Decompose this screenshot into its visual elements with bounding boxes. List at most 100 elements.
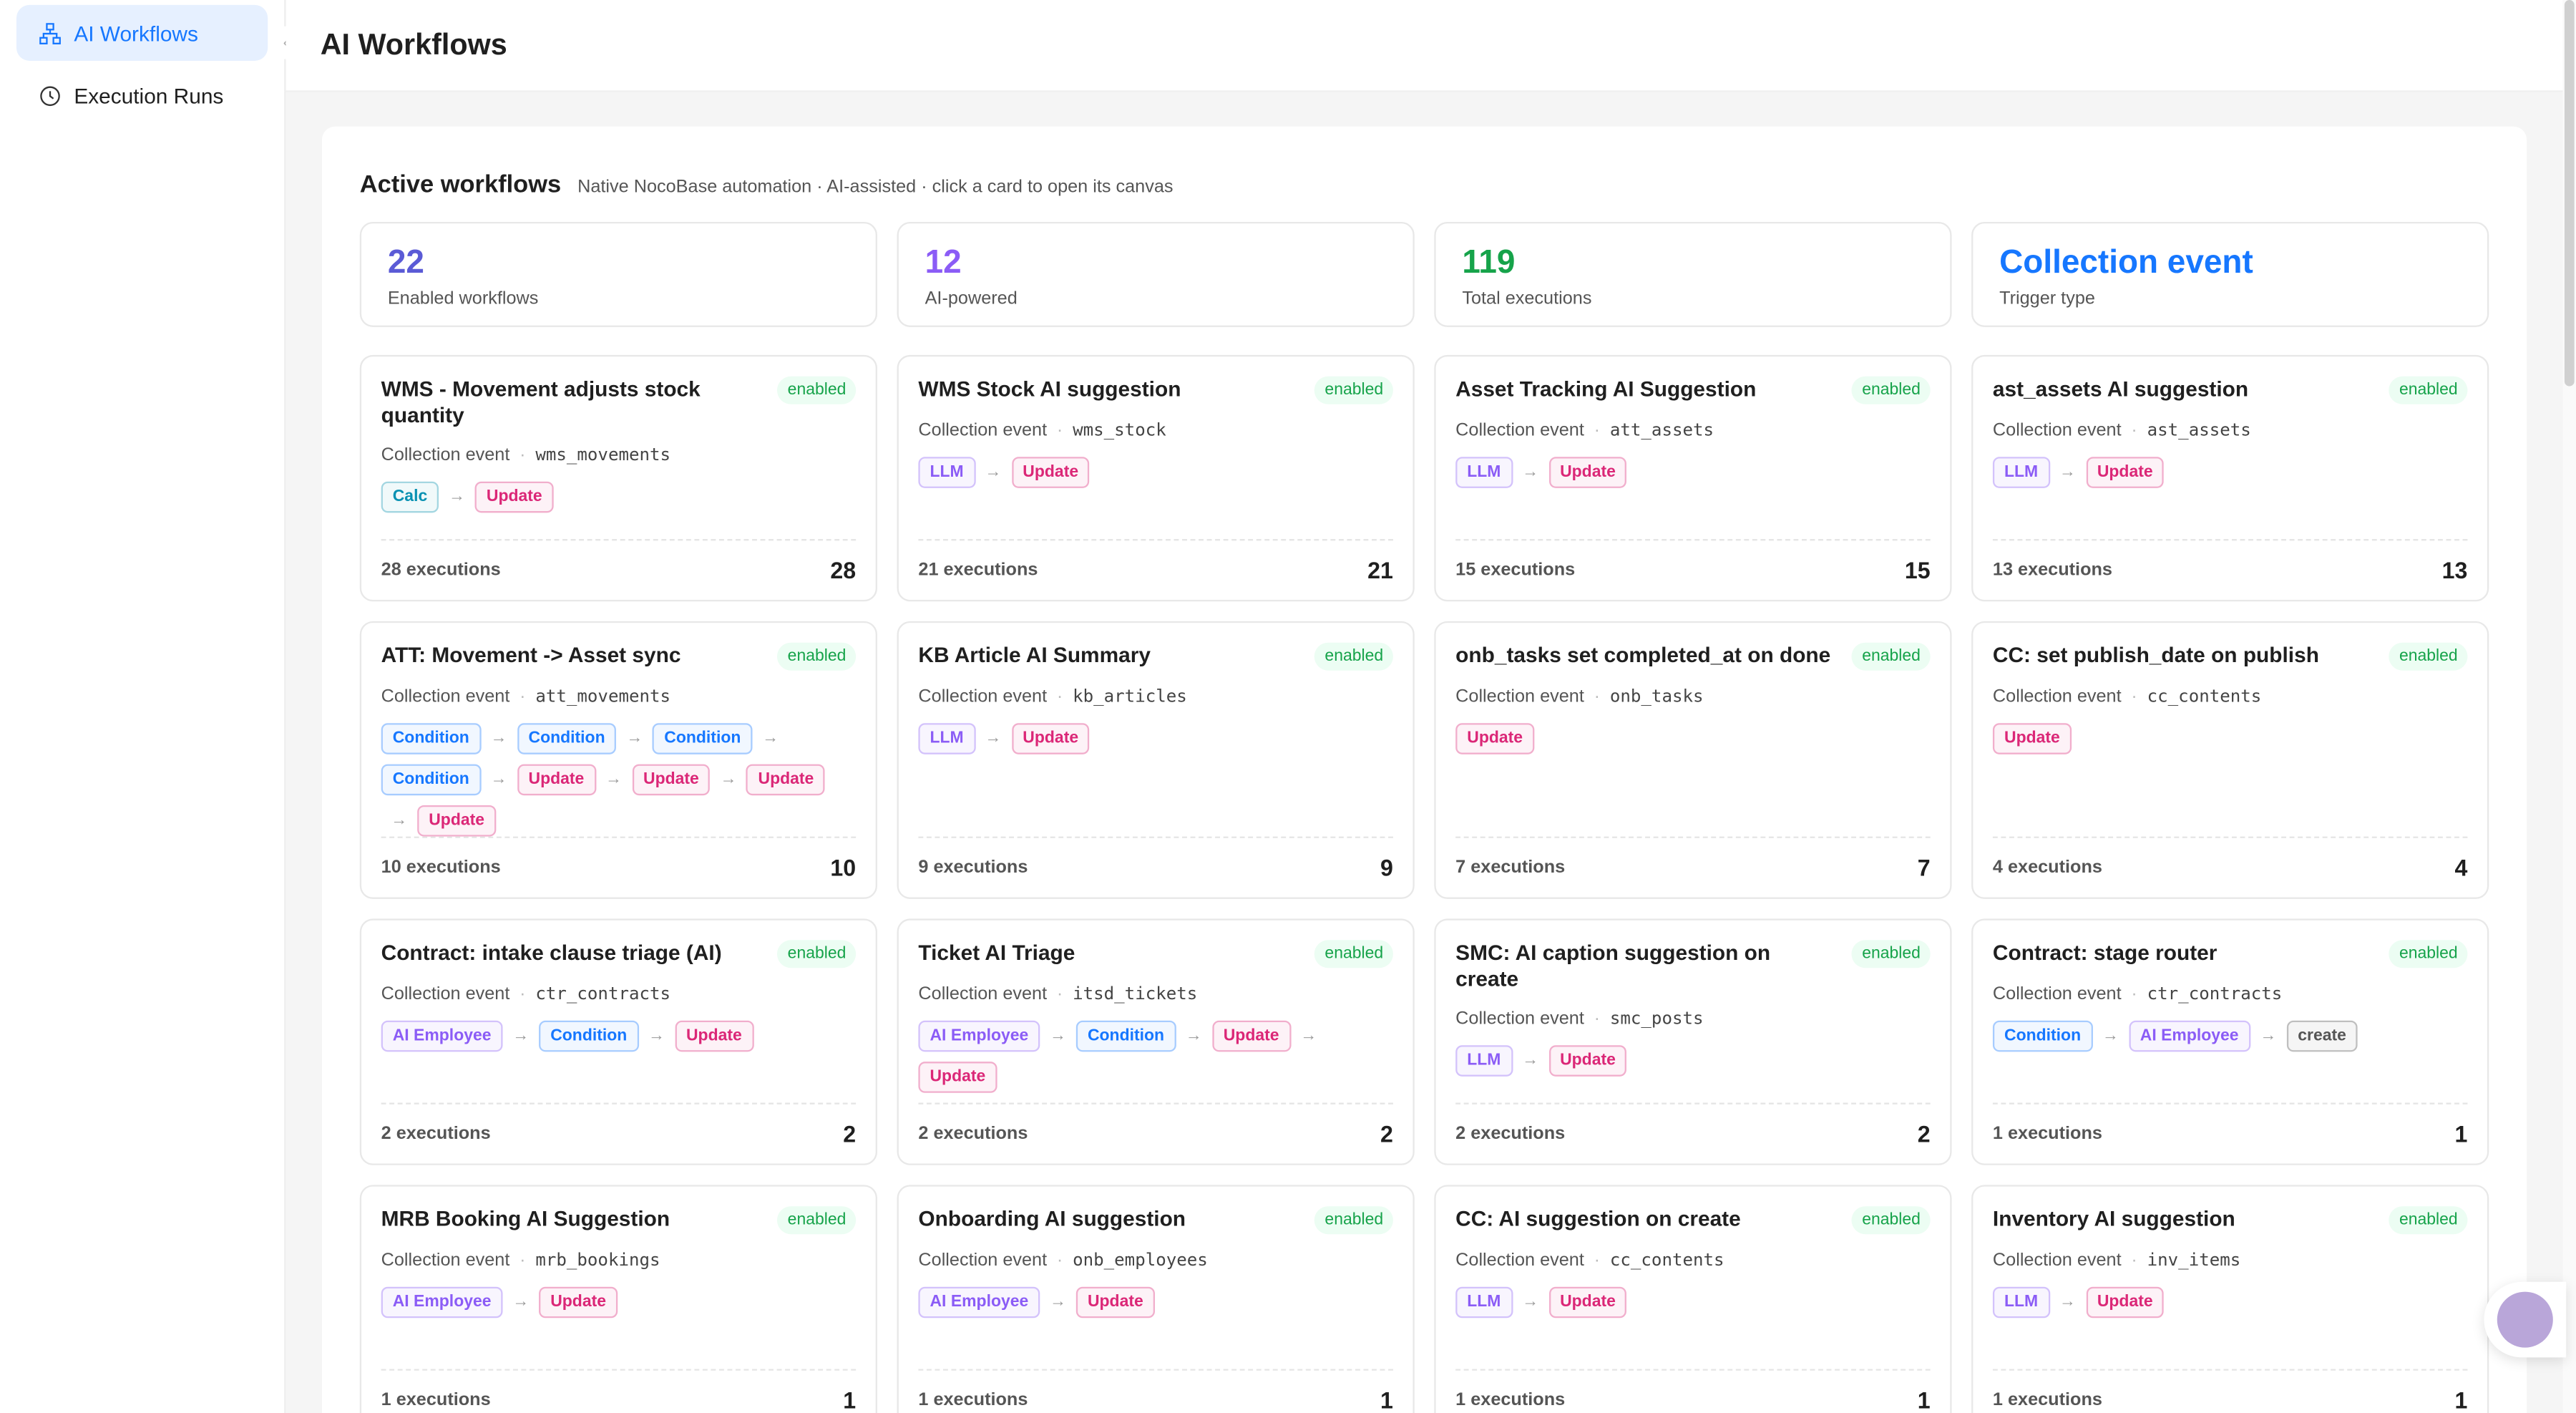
arrow: →: [1300, 1026, 1317, 1046]
workflow-card[interactable]: onb_tasks set completed_at on done enable…: [1434, 621, 1952, 899]
scroll-thumb[interactable]: [2564, 0, 2575, 387]
workflow-card[interactable]: CC: AI suggestion on create enabled Collec…: [1434, 1185, 1952, 1413]
arrow: →: [490, 770, 507, 790]
arrow: →: [1050, 1293, 1067, 1312]
node-chain: Update: [1455, 723, 1931, 754]
section-subtitle: Native NocoBase automation · AI-assisted…: [577, 177, 1174, 198]
card-header: KB Article AI Summary enabled: [918, 642, 1393, 671]
stat-value: 119: [1462, 245, 1516, 281]
arrow: →: [1522, 1052, 1539, 1070]
workflow-card[interactable]: Contract: stage router enabled Collection …: [1971, 918, 2489, 1165]
separator: ·: [1594, 420, 1601, 441]
workflow-card[interactable]: SMC: AI caption suggestion on create enab…: [1434, 918, 1952, 1165]
workflow-name: ast_assets AI suggestion: [1992, 376, 2249, 402]
executions-count: 15: [1904, 557, 1931, 584]
node-tag: LLM: [1455, 457, 1513, 488]
collection-name: onb_employees: [1073, 1251, 1208, 1271]
node-tag: Condition: [381, 764, 481, 796]
arrow: →: [985, 463, 1002, 482]
collection-name: ctr_contracts: [2147, 984, 2283, 1004]
executions-count: 2: [1917, 1120, 1931, 1147]
card-header: Contract: intake clause triage (AI) enabl…: [381, 940, 857, 968]
separator: ·: [2131, 1251, 2137, 1271]
ai-assistant-button[interactable]: [2484, 1281, 2567, 1358]
node-tag: LLM: [1455, 1286, 1513, 1319]
collection-name: ctr_contracts: [535, 984, 671, 1004]
trigger-type: Collection event: [1455, 1009, 1584, 1029]
card-footer: 7 executions 7: [1455, 836, 1931, 881]
trigger-type: Collection event: [1992, 1251, 2122, 1271]
nav-item[interactable]: Execution Runs: [16, 67, 268, 123]
executions-count: 4: [2454, 854, 2468, 881]
workflow-card[interactable]: Contract: intake clause triage (AI) enabl…: [359, 918, 878, 1165]
executions-label: 28 executions: [381, 560, 501, 581]
card-footer: 2 executions 2: [1455, 1102, 1931, 1147]
workflow-card[interactable]: KB Article AI Summary enabled Collection e…: [897, 621, 1415, 899]
node-tag: AI Employee: [2128, 1020, 2250, 1052]
trigger-type: Collection event: [918, 1251, 1048, 1271]
card-footer: 1 executions 1: [1992, 1369, 2468, 1413]
workflow-card[interactable]: WMS Stock AI suggestion enabled Collection…: [897, 354, 1415, 602]
workflow-name: SMC: AI caption suggestion on create: [1455, 940, 1771, 991]
trigger-row: Collection event · ast_assets: [1993, 421, 2468, 441]
workflow-card[interactable]: Asset Tracking AI Suggestion enabled Colle…: [1434, 354, 1952, 602]
workflow-icon: [39, 21, 61, 44]
executions-count: 2: [843, 1120, 857, 1147]
separator: ·: [1056, 420, 1063, 441]
node-tag: Update: [918, 1062, 997, 1093]
trigger-type: Collection event: [918, 984, 1048, 1004]
executions-label: 7 executions: [1455, 858, 1566, 878]
workflow-card[interactable]: WMS - Movement adjusts stock quantity ena…: [359, 354, 878, 602]
separator: ·: [1056, 984, 1063, 1004]
trigger-row: Collection event · kb_articles: [918, 687, 1393, 707]
card-header: Inventory AI suggestion enabled: [1993, 1206, 2468, 1235]
separator: ·: [2131, 686, 2137, 707]
arrow: →: [2102, 1026, 2119, 1046]
executions-label: 1 executions: [1992, 1124, 2102, 1144]
workflow-card[interactable]: CC: set publish_date on publish enabled Co…: [1971, 621, 2489, 899]
status-badge: enabled: [777, 940, 857, 968]
node-chain: LLM → Update: [1992, 1286, 2468, 1319]
trigger-type: Collection event: [381, 1251, 510, 1271]
card-header: CC: AI suggestion on create enabled: [1455, 1206, 1931, 1235]
node-tag: Update: [1992, 723, 2072, 754]
stats-row: 22 Enabled workflows 12 AI-powered 119 Total …: [359, 221, 2489, 327]
nav-item[interactable]: AI Workflows: [16, 4, 268, 61]
trigger-type: Collection event: [918, 686, 1048, 707]
executions-label: 2 executions: [918, 1124, 1028, 1144]
arrow: →: [391, 812, 408, 830]
card-footer: 10 executions 10: [381, 836, 857, 881]
arrow: →: [2059, 1293, 2076, 1312]
separator: ·: [519, 1251, 526, 1271]
card-header: Ticket AI Triage enabled: [918, 940, 1393, 968]
status-badge: enabled: [1852, 642, 1931, 671]
workflow-card[interactable]: ast_assets AI suggestion enabled Collectio…: [1971, 354, 2489, 602]
workflow-card[interactable]: ATT: Movement -> Asset sync enabled Collec…: [359, 621, 878, 899]
executions-count: 10: [830, 854, 857, 881]
card-footer: 9 executions 9: [918, 836, 1393, 881]
workflow-card[interactable]: MRB Booking AI Suggestion enabled Collecti…: [359, 1185, 878, 1413]
card-header: SMC: AI caption suggestion on create enab…: [1455, 940, 1931, 992]
separator: ·: [519, 686, 526, 707]
card-footer: 28 executions 28: [381, 539, 857, 583]
card-footer: 15 executions 15: [1455, 539, 1931, 583]
card-header: WMS Stock AI suggestion enabled: [918, 376, 1393, 404]
workflow-card[interactable]: Inventory AI suggestion enabled Collection…: [1971, 1185, 2489, 1413]
workflow-card[interactable]: Onboarding AI suggestion enabled Collectio…: [897, 1185, 1415, 1413]
card-header: ATT: Movement -> Asset sync enabled: [381, 642, 857, 671]
node-tag: Calc: [381, 481, 439, 513]
trigger-type: Collection event: [1455, 686, 1584, 707]
node-tag: Condition: [1075, 1020, 1176, 1052]
trigger-row: Collection event · cc_contents: [1993, 687, 2468, 707]
node-tag: Condition: [517, 723, 617, 754]
node-tag: LLM: [1992, 1286, 2050, 1319]
workflow-name: onb_tasks set completed_at on done: [1455, 642, 1831, 668]
card-header: onb_tasks set completed_at on done enable…: [1455, 642, 1931, 671]
scrollbar: [2562, 0, 2576, 1413]
executions-label: 1 executions: [1455, 1390, 1566, 1410]
sidebar: AI Workflows Execution Runs: [0, 0, 286, 1413]
stat-card: Collection event Trigger type: [1971, 221, 2489, 327]
trigger-row: Collection event · mrb_bookings: [381, 1251, 857, 1271]
trigger-row: Collection event · wms_movements: [381, 445, 857, 465]
workflow-card[interactable]: Ticket AI Triage enabled Collection event ·…: [897, 918, 1415, 1165]
